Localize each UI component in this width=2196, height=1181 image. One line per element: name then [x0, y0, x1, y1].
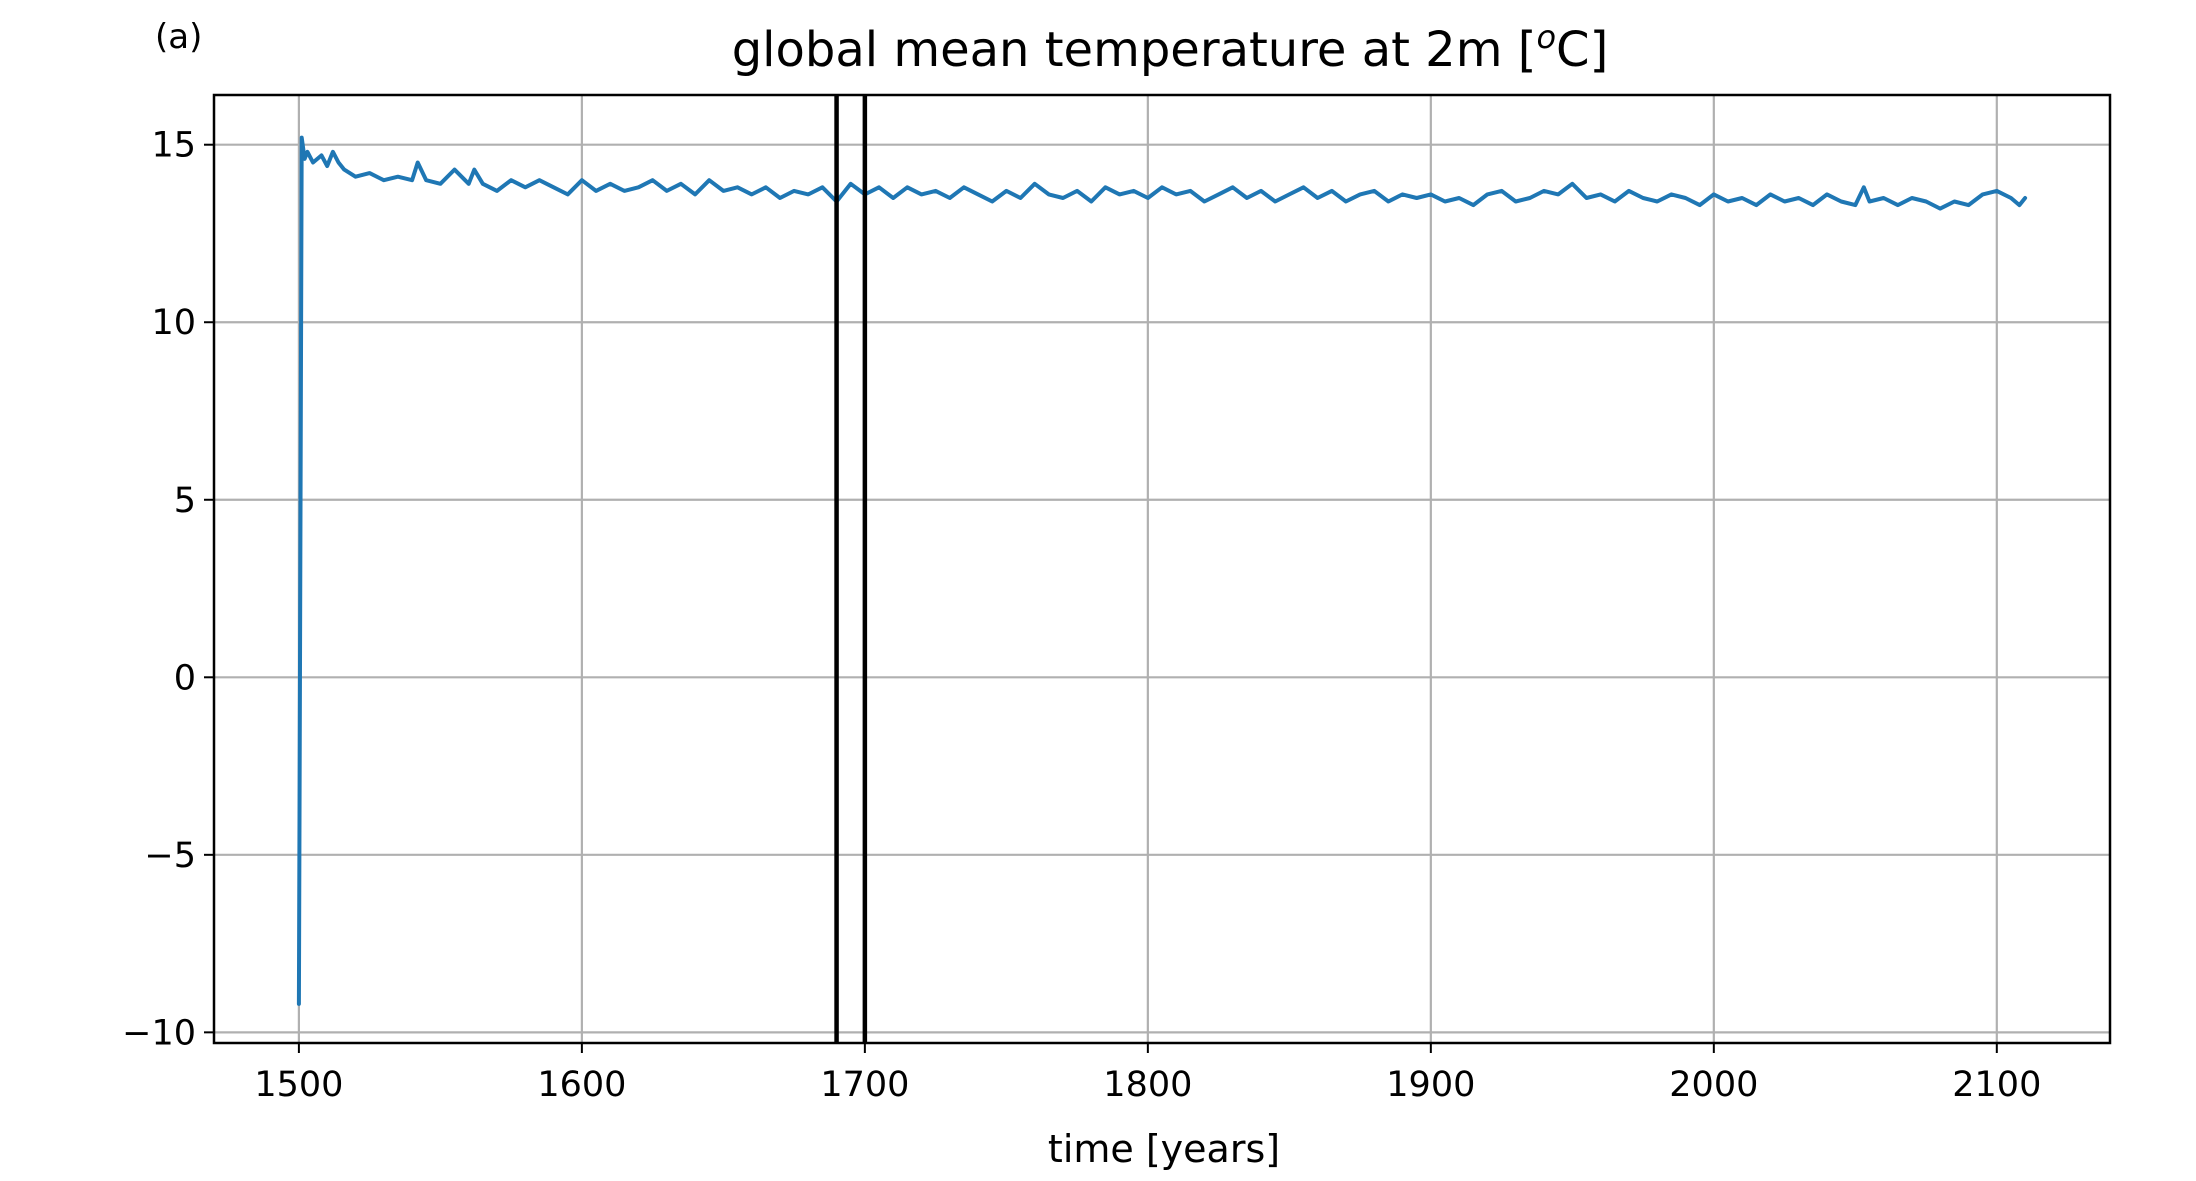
y-tick-label: 0 — [174, 658, 196, 698]
y-tick-label: 5 — [174, 481, 196, 521]
y-tick-label: −5 — [144, 836, 196, 876]
x-axis-label: time [years] — [1048, 1127, 1280, 1171]
y-tick-label: 10 — [151, 303, 196, 343]
plot-area — [296, 95, 2028, 1043]
x-tick-label: 1700 — [820, 1065, 909, 1105]
x-tick-label: 1900 — [1386, 1065, 1475, 1105]
y-tick-label: −10 — [122, 1013, 196, 1053]
x-tick-label: 1600 — [537, 1065, 626, 1105]
chart-title: global mean temperature at 2m [oC] — [732, 18, 1609, 78]
chart-title-superscript: o — [1536, 18, 1556, 56]
axis-ticks: 1500 1600 1700 1800 1900 2000 2100 15 10 5 0 −5 −10 — [122, 126, 2041, 1105]
x-tick-label: 2100 — [1952, 1065, 2041, 1105]
temperature-series-line — [296, 135, 2028, 1006]
grid-lines — [214, 95, 2110, 1043]
axes-frame — [212, 93, 2112, 1045]
chart-title-main: global mean temperature at 2m [ — [732, 22, 1537, 78]
y-tick-label: 15 — [151, 126, 196, 166]
x-tick-label: 1800 — [1103, 1065, 1192, 1105]
x-tick-label: 2000 — [1669, 1065, 1758, 1105]
chart-title-end: C] — [1556, 22, 1608, 78]
panel-label: (a) — [155, 17, 202, 57]
x-tick-label: 1500 — [254, 1065, 343, 1105]
